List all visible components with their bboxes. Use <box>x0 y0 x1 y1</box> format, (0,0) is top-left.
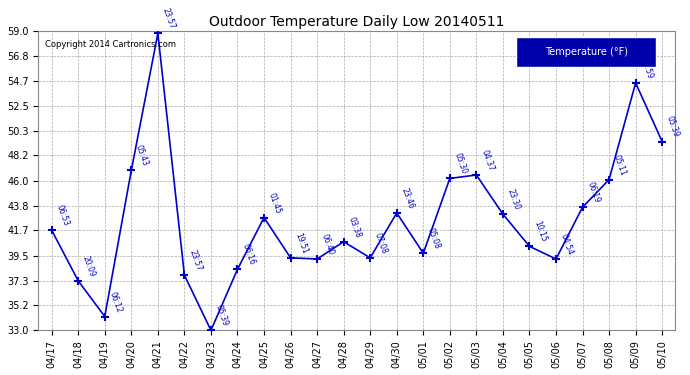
Text: 23:46: 23:46 <box>400 186 415 210</box>
Text: 06:16: 06:16 <box>240 243 256 267</box>
Text: 05:39: 05:39 <box>214 304 230 327</box>
Text: 06:40: 06:40 <box>320 232 336 256</box>
Text: 06:19: 06:19 <box>585 181 601 204</box>
Text: 19:51: 19:51 <box>293 231 309 255</box>
Text: 23:30: 23:30 <box>506 188 522 211</box>
Text: 05:30: 05:30 <box>453 152 469 176</box>
Text: 04:37: 04:37 <box>479 148 495 172</box>
Text: 05:39: 05:39 <box>665 115 681 139</box>
Text: 06:12: 06:12 <box>108 290 124 314</box>
Text: Copyright 2014 Cartronics.com: Copyright 2014 Cartronics.com <box>45 40 176 49</box>
Text: 01:45: 01:45 <box>267 191 283 215</box>
Text: 05:11: 05:11 <box>612 153 628 177</box>
Text: 10:15: 10:15 <box>532 220 548 243</box>
Text: 03:38: 03:38 <box>346 215 362 239</box>
Text: 05:08: 05:08 <box>426 227 442 251</box>
Text: 05:43: 05:43 <box>134 144 150 168</box>
Text: 07:08: 07:08 <box>373 231 389 255</box>
Text: 20:09: 20:09 <box>81 255 97 278</box>
Text: 06:53: 06:53 <box>55 204 70 228</box>
Text: 04:54: 04:54 <box>559 232 575 256</box>
Text: 23:57: 23:57 <box>187 249 203 272</box>
Text: 23:57: 23:57 <box>161 7 177 31</box>
Text: 23:59: 23:59 <box>638 57 654 80</box>
Title: Outdoor Temperature Daily Low 20140511: Outdoor Temperature Daily Low 20140511 <box>209 15 504 28</box>
